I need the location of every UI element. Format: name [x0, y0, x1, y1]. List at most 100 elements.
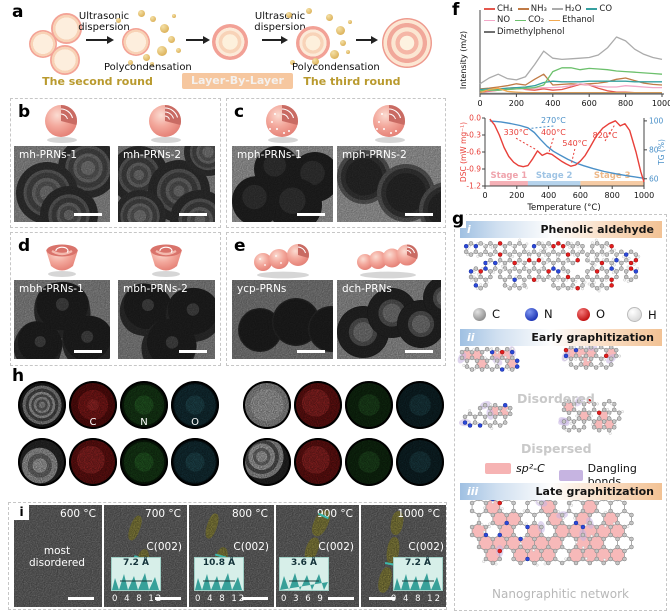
scale-bar	[179, 349, 207, 353]
legend-item: NO	[484, 15, 510, 26]
scale-bar	[74, 349, 102, 353]
atom-symbol: C	[492, 307, 501, 321]
ms-evolution-chart: CH₄ NH₃ H₂O CO NO CO₂ Ethanol Dimethylphenol 0 2…	[458, 2, 672, 112]
round-label: The third round	[303, 75, 401, 88]
inset-axis-ticks: 0 3 6 9	[281, 594, 325, 604]
step-label: Polycondensation	[292, 62, 380, 73]
elemental-map-circle	[345, 438, 393, 486]
svg-text:1000: 1000	[634, 191, 654, 200]
svg-text:800: 800	[618, 99, 633, 108]
dispersed-tag: Dispersed	[521, 441, 592, 456]
oligomer-dot	[330, 50, 339, 59]
legend-item: CH₄	[484, 4, 513, 15]
oxygen-atom-icon	[577, 307, 590, 321]
hydrogen-atom-icon	[627, 307, 642, 322]
svg-text:0: 0	[477, 99, 482, 108]
svg-text:Stage 2: Stage 2	[536, 171, 573, 181]
panel-a-label: a	[12, 2, 24, 22]
sp2-swatch	[485, 463, 511, 474]
hrtem-tile-800: 800 °C C(002) 10.8 Å 0 4 8 12	[189, 505, 274, 607]
section-number: ii	[467, 331, 475, 344]
tem-label: mbh-PRNs-1	[19, 283, 84, 295]
panel-f-label: f	[452, 0, 460, 20]
svg-text:800: 800	[605, 191, 620, 200]
lattice-plane-label: C(002)	[233, 541, 269, 553]
inset-axis-ticks: 0 4 8 12	[195, 594, 247, 604]
multishell-hollow-sphere-icon	[143, 102, 189, 148]
tem-label: dch-PRNs	[342, 283, 392, 295]
section-header-ii: ii Early graphitization	[460, 329, 662, 346]
svg-text:Temperature (°C): Temperature (°C)	[526, 203, 600, 213]
tem-label: mbh-PRNs-2	[123, 283, 188, 295]
oligomer-dot	[312, 58, 319, 65]
elemental-map-circle	[396, 381, 444, 429]
legend-item: CO₂	[515, 15, 544, 26]
oligomer-dot	[138, 10, 145, 17]
svg-text:80: 80	[649, 145, 659, 154]
oligomer-dot	[290, 60, 295, 65]
svg-text:400: 400	[545, 99, 560, 108]
svg-text:200: 200	[509, 191, 524, 200]
oligomer-dot	[168, 36, 175, 43]
hrtem-tile-600: i 600 °C most disordered	[14, 505, 102, 607]
svg-text:330°C: 330°C	[504, 128, 529, 137]
elemental-map-circle	[243, 381, 291, 429]
tem-image: dch-PRNs	[337, 280, 441, 359]
bowl-sphere-icon	[143, 236, 189, 282]
oligomer-dot	[336, 26, 345, 35]
d-spacing-label: 7.2 Å	[122, 558, 150, 568]
section-number: iii	[467, 485, 479, 498]
elemental-map-circle	[294, 438, 342, 486]
legend-item: CO	[586, 4, 612, 15]
svg-text:TG (%): TG (%)	[657, 139, 666, 166]
section-title: Early graphitization	[531, 331, 654, 344]
oligomer-dot	[346, 50, 350, 54]
scale-bar	[405, 212, 433, 216]
primary-sphere-icon	[50, 45, 80, 75]
scale-bar	[68, 596, 94, 600]
svg-text:Intensity (m/z): Intensity (m/z)	[459, 31, 468, 89]
layer-by-layer-badge: Layer-By-Layer	[182, 73, 293, 89]
lattice-plane-label: C(002)	[408, 541, 444, 553]
hrtem-tile-1000: 1000 °C C(002) 7.2 Å 0 4 8 12	[361, 505, 446, 607]
legend-item: Dimethylphenol	[484, 27, 565, 38]
atom-symbol: N	[544, 307, 553, 321]
sphere-chain-icon	[251, 238, 315, 284]
svg-text:Stage 1: Stage 1	[491, 171, 528, 181]
triple-shell-sphere-icon	[382, 18, 432, 68]
disorder-note: most disordered	[29, 545, 85, 570]
section-header-iii: iii Late graphitization	[460, 483, 662, 500]
arrow-right-icon	[356, 36, 378, 43]
panel-g-label: g	[450, 209, 467, 229]
oligomer-dot	[143, 54, 150, 61]
element-label: N	[140, 417, 148, 428]
elemental-map-circle	[345, 381, 393, 429]
molecular-structures	[457, 238, 641, 567]
element-label: O	[191, 417, 199, 428]
atom-legend: H	[627, 307, 657, 322]
panel-i-label: i	[14, 505, 29, 520]
tem-label: mh-PRNs-2	[123, 149, 182, 161]
scale-bar	[369, 596, 395, 600]
arrow-right-icon	[262, 36, 288, 43]
legend-item: H₂O	[551, 4, 581, 15]
atom-legend: O	[577, 307, 605, 321]
svg-text:1000: 1000	[652, 99, 670, 108]
svg-text:Stage 3: Stage 3	[594, 171, 631, 181]
panel-h-label: h	[12, 366, 25, 386]
svg-text:600: 600	[582, 99, 597, 108]
scale-bar	[179, 212, 207, 216]
temperature-label: 1000 °C	[397, 508, 440, 520]
svg-text:820°C: 820°C	[593, 131, 618, 140]
svg-text:100: 100	[649, 116, 664, 125]
tem-image: mph-PRNs-1	[232, 146, 333, 222]
arrow-right-icon	[86, 36, 114, 43]
svg-text:400: 400	[541, 191, 556, 200]
fringe-profile-inset: 7.2 Å	[111, 557, 161, 591]
scale-bar	[155, 596, 181, 600]
d-spacing-label: 7.2 Å	[404, 558, 432, 568]
panel-b-label: b	[18, 102, 31, 122]
elemental-map-circle: N	[120, 381, 168, 429]
step-label: Ultrasonic dispersion	[78, 11, 130, 33]
tem-image: mh-PRNs-1	[14, 146, 110, 222]
